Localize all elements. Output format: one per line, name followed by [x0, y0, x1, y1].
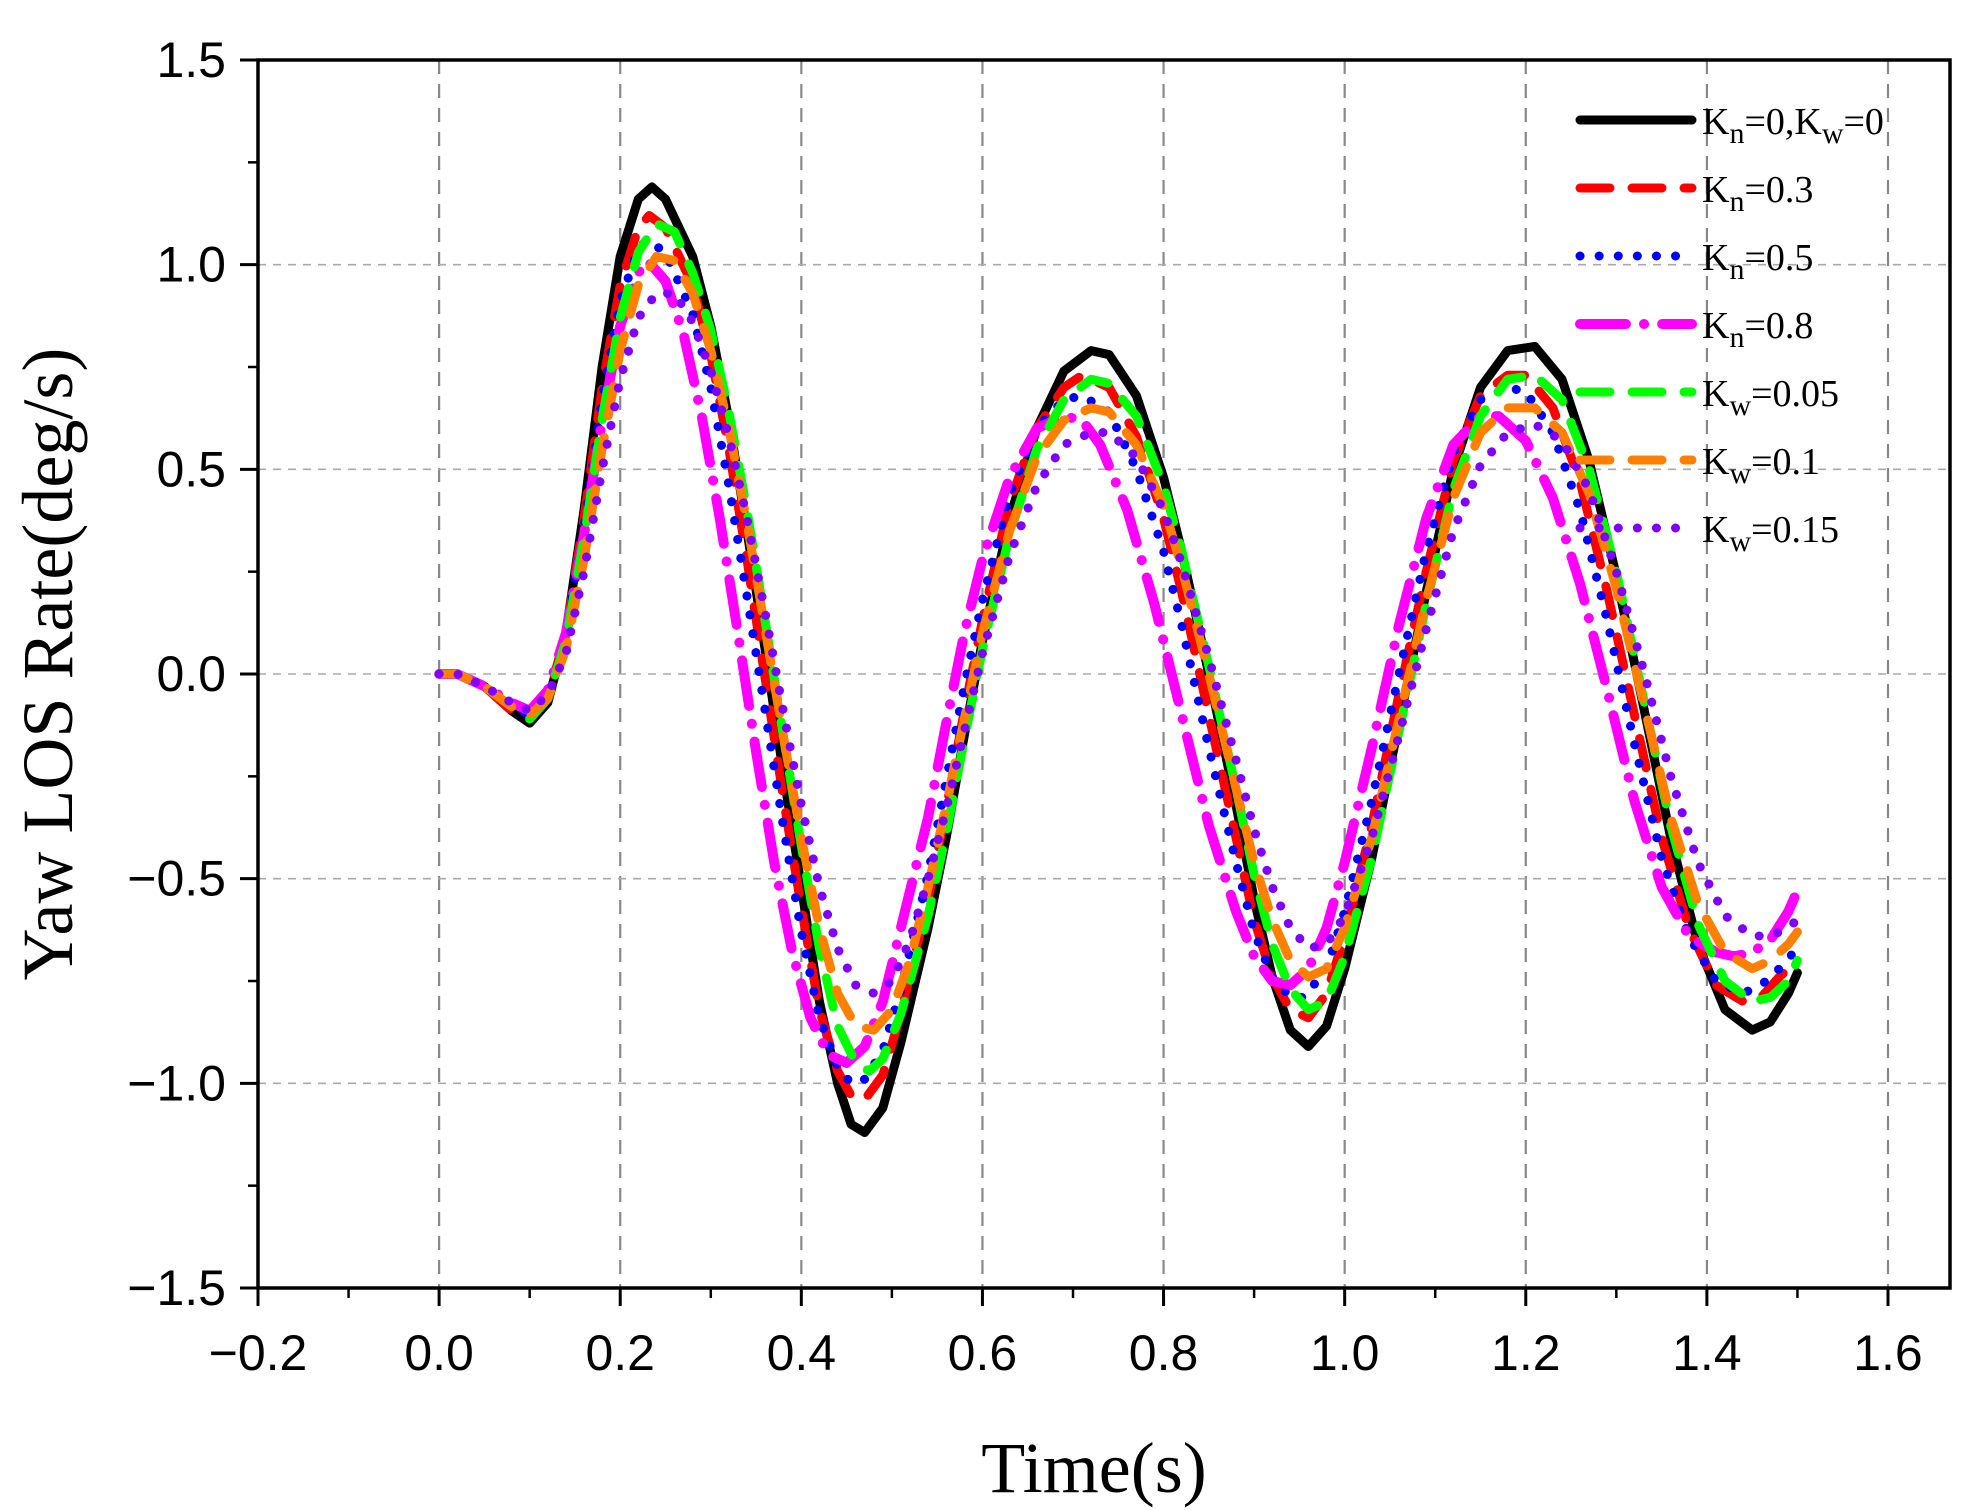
y-tick-label: −1.5 — [127, 1260, 226, 1316]
x-axis-title: Time(s) — [981, 1428, 1206, 1508]
legend-label-3: Kn=0.5 — [1702, 237, 1813, 286]
y-tick-label: −1.0 — [127, 1055, 226, 1111]
series-line-4 — [439, 261, 1797, 1063]
y-tick-label: 0.5 — [156, 441, 226, 497]
x-tick-label: −0.2 — [209, 1325, 308, 1381]
y-tick-label: 1.0 — [156, 237, 226, 293]
x-tick-label: 0.0 — [404, 1325, 474, 1381]
grid — [258, 60, 1950, 1288]
y-tick-label: 1.5 — [156, 32, 226, 88]
y-tick-label: 0.0 — [156, 646, 226, 702]
legend-label-2: Kn=0.3 — [1702, 169, 1813, 218]
tick-labels: −0.2 0.0 0.2 0.4 0.6 0.8 1.0 1.2 1.4 1.6 −1.5 −1.0 −… — [127, 32, 1922, 1381]
chart: −0.2 0.0 0.2 0.4 0.6 0.8 1.0 1.2 1.4 1.6 −1.5 −1.0 −… — [0, 0, 1977, 1510]
y-tick-label: −0.5 — [127, 851, 226, 907]
x-tick-label: 0.2 — [585, 1325, 655, 1381]
x-tick-label: 0.6 — [948, 1325, 1018, 1381]
legend-label-6: Kw=0.1 — [1702, 441, 1820, 490]
x-tick-label: 1.2 — [1491, 1325, 1561, 1381]
x-tick-label: 0.4 — [767, 1325, 837, 1381]
legend-label-1: Kn=0,Kw=0 — [1702, 101, 1884, 150]
legend-label-4: Kn=0.8 — [1702, 305, 1813, 354]
legend: Kn=0,Kw=0 Kn=0.3 Kn=0.5 Kn=0.8 Kw=0.05 Kw=0.1… — [1580, 101, 1884, 558]
y-axis-title: Yaw LOS Rate(deg/s) — [8, 348, 88, 981]
x-tick-label: 0.8 — [1129, 1325, 1199, 1381]
legend-label-7: Kw=0.15 — [1702, 509, 1839, 558]
legend-label-5: Kw=0.05 — [1702, 373, 1839, 422]
x-tick-label: 1.6 — [1853, 1325, 1923, 1381]
x-tick-label: 1.0 — [1310, 1325, 1380, 1381]
x-tick-label: 1.4 — [1672, 1325, 1742, 1381]
series-line-2 — [439, 216, 1797, 1100]
